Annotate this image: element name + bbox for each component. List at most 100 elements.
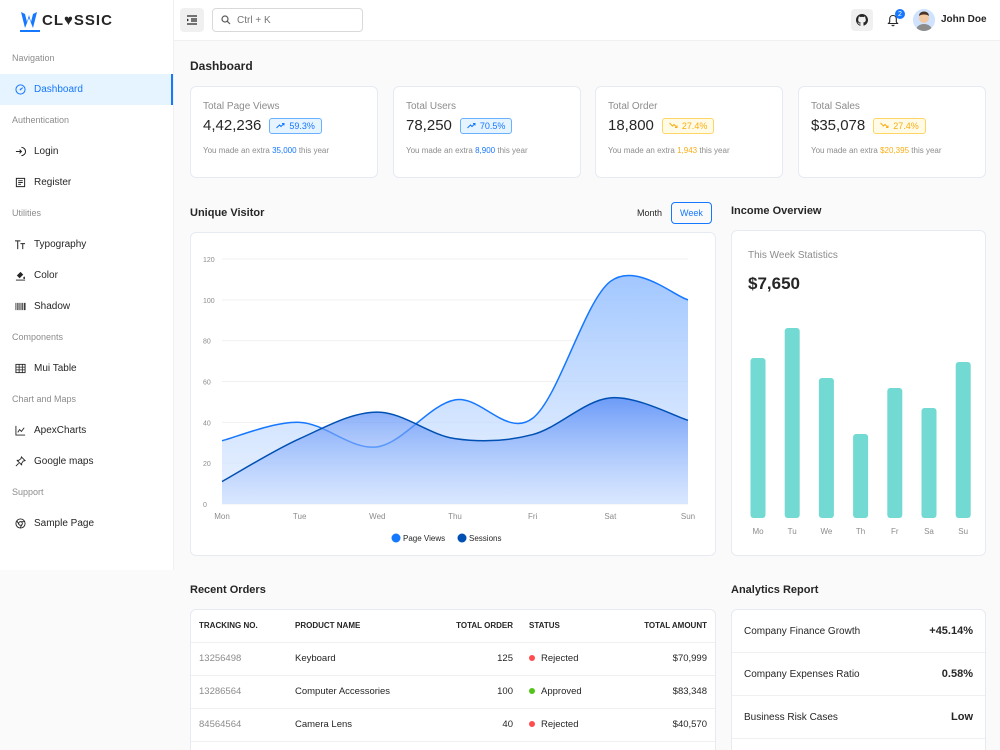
- sidebar-item-color[interactable]: Color: [0, 260, 173, 291]
- stat-label: Total Sales: [811, 101, 860, 112]
- tracking-cell[interactable]: 84564564: [191, 708, 287, 742]
- stat-foot-prefix: You made an extra: [406, 146, 473, 155]
- trend-up-icon: [276, 123, 285, 129]
- income-bar: [784, 328, 800, 518]
- stat-card: Total Users 78,250 70.5% You made an extra …: [393, 86, 581, 178]
- sidebar-item-typography[interactable]: Typography: [0, 229, 173, 260]
- sidebar-item-sample-page[interactable]: Sample Page: [0, 508, 173, 539]
- toggle-week[interactable]: Week: [671, 202, 712, 224]
- income-bar: [853, 434, 869, 518]
- stat-footnote: You made an extra 8,900 this year: [406, 146, 568, 155]
- stat-value: 4,42,236: [203, 117, 262, 134]
- list-item[interactable]: Business Risk Cases Low: [732, 696, 985, 739]
- toggle-month[interactable]: Month: [637, 208, 663, 218]
- stat-card: Total Sales $35,078 27.4% You made an extra…: [798, 86, 986, 178]
- tracking-cell[interactable]: 13256498: [191, 642, 287, 676]
- search-input[interactable]: [237, 14, 347, 26]
- stat-foot-prefix: You made an extra: [203, 146, 270, 155]
- report-label: Company Expenses Ratio: [744, 668, 860, 680]
- table-icon: [14, 363, 26, 375]
- sidebar-item-apexcharts[interactable]: ApexCharts: [0, 415, 173, 446]
- notification-button[interactable]: 2: [882, 9, 905, 31]
- x-tick-label: Sa: [924, 527, 934, 536]
- y-tick-label: 120: [203, 257, 215, 264]
- stat-foot-prefix: You made an extra: [608, 146, 675, 155]
- income-subtitle: This Week Statistics: [748, 250, 838, 261]
- sidebar-item-register[interactable]: Register: [0, 167, 173, 198]
- menu-toggle-button[interactable]: [180, 8, 204, 32]
- y-tick-label: 100: [203, 298, 215, 305]
- stat-value: 78,250: [406, 117, 452, 134]
- notification-badge: 2: [895, 9, 905, 19]
- tracking-cell[interactable]: 13286564: [191, 675, 287, 709]
- sidebar-item-login[interactable]: Login: [0, 136, 173, 167]
- amount-cell: $83,348: [613, 675, 715, 709]
- column-header[interactable]: TRACKING NO.: [191, 610, 287, 643]
- sidebar-item-label: Dashboard: [34, 84, 83, 95]
- stat-change-value: 27.4%: [893, 120, 919, 131]
- orders-table-body: 13256498 Keyboard 125 Rejected $70,999 132865…: [191, 642, 715, 742]
- avatar-image-icon: [913, 9, 935, 31]
- stat-value: $35,078: [811, 117, 866, 134]
- sidebar-item-mui-table[interactable]: Mui Table: [0, 353, 173, 384]
- sidebar-item-label: Shadow: [34, 301, 71, 312]
- logo[interactable]: CL♥SSIC: [0, 0, 173, 40]
- avatar[interactable]: [913, 9, 935, 31]
- main-content: Dashboard Total Page Views 4,42,236 59.3% Y…: [174, 41, 1000, 750]
- username[interactable]: John Doe: [941, 14, 987, 25]
- stat-label: Total Users: [406, 101, 457, 112]
- sidebar-item-shadow[interactable]: Shadow: [0, 291, 173, 322]
- sidebar-item-label: Color: [34, 270, 58, 281]
- column-header[interactable]: TOTAL AMOUNT: [613, 610, 715, 643]
- stat-foot-suffix: this year: [497, 146, 528, 155]
- sidebar-item-dashboard[interactable]: Dashboard: [0, 74, 173, 105]
- list-item[interactable]: Company Expenses Ratio 0.58%: [732, 653, 985, 696]
- total-order-cell: 125: [429, 642, 521, 676]
- income-value: $7,650: [748, 274, 800, 293]
- trend-down-icon: [669, 122, 678, 128]
- table-row[interactable]: 13256498 Keyboard 125 Rejected $70,999: [191, 642, 715, 676]
- unique-visitor-chart: 0 20 40 60 80 100 120 Mon Tue Wed Thu Fri Sat Sun Page…: [203, 257, 695, 543]
- y-tick-label: 20: [203, 461, 211, 468]
- table-row[interactable]: 13286564 Computer Accessories 100 Approved $…: [191, 675, 715, 709]
- unique-visitor-title: Unique Visitor: [190, 207, 265, 219]
- legend-marker: [391, 533, 401, 543]
- stat-footnote: You made an extra 1,943 this year: [608, 146, 770, 155]
- orders-table: TRACKING NO. PRODUCT NAME TOTAL ORDER ST…: [191, 610, 715, 742]
- shadow-icon: [14, 301, 26, 313]
- x-tick-label: Tue: [293, 512, 307, 521]
- header: 2 John Doe: [174, 0, 1000, 41]
- stat-foot-prefix: You made an extra: [811, 146, 878, 155]
- status-cell: Rejected: [521, 708, 613, 742]
- stat-extra: $20,395: [880, 146, 910, 155]
- search-box[interactable]: [212, 8, 363, 32]
- product-cell: Keyboard: [287, 642, 429, 676]
- table-row[interactable]: 84564564 Camera Lens 40 Rejected $40,570: [191, 708, 715, 742]
- status-dot: [529, 655, 535, 661]
- income-bar: [887, 388, 903, 518]
- sidebar-item-label: Typography: [34, 239, 87, 250]
- github-button[interactable]: [851, 9, 873, 31]
- sidebar-nav: Navigation Dashboard Authentication Login Re…: [0, 43, 173, 539]
- sidebar-item-google-maps[interactable]: Google maps: [0, 446, 173, 477]
- sidebar-group-label: Navigation: [12, 53, 55, 63]
- legend-label: Page Views: [403, 534, 445, 543]
- stat-footnote: You made an extra $20,395 this year: [811, 146, 973, 155]
- column-header[interactable]: TOTAL ORDER: [429, 610, 521, 643]
- y-tick-label: 0: [203, 502, 207, 509]
- legend-label: Sessions: [469, 534, 501, 543]
- stat-change-chip: 27.4%: [661, 117, 715, 134]
- login-icon: [14, 146, 26, 158]
- stat-label: Total Page Views: [203, 101, 280, 112]
- recent-orders-card: TRACKING NO. PRODUCT NAME TOTAL ORDER ST…: [190, 609, 716, 750]
- x-tick-label: Fr: [891, 527, 899, 536]
- total-order-cell: 100: [429, 675, 521, 709]
- status-label: Approved: [541, 686, 582, 697]
- chrome-icon: [14, 518, 26, 530]
- column-header[interactable]: STATUS: [521, 610, 613, 643]
- stat-extra: 35,000: [272, 146, 297, 155]
- column-header[interactable]: PRODUCT NAME: [287, 610, 429, 643]
- list-item[interactable]: Company Finance Growth +45.14%: [732, 610, 985, 653]
- stat-change-chip: 70.5%: [459, 117, 513, 134]
- color-icon: [14, 270, 26, 282]
